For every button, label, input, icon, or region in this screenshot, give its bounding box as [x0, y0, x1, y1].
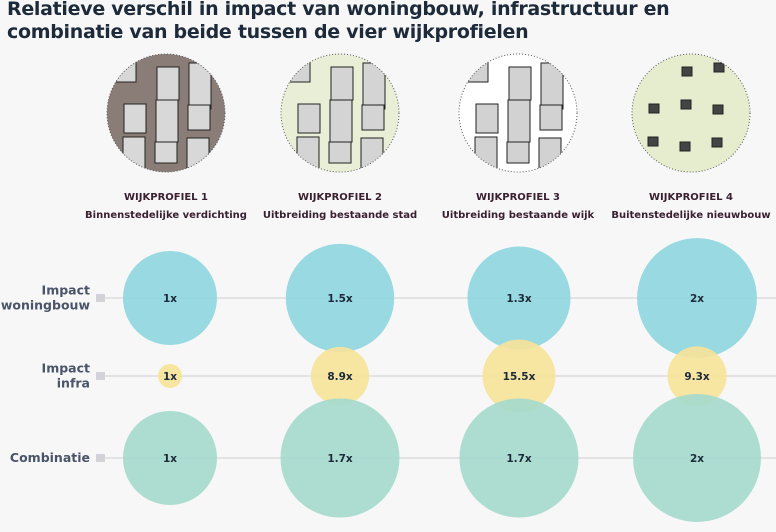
bubble-value-label: 1x [163, 293, 177, 305]
bubble-impact-woningbouw [285, 243, 395, 353]
illustration-border [458, 53, 578, 173]
profile-subtitle: Uitbreiding bestaande stad [263, 210, 417, 221]
bubble-value-label: 8.9x [327, 371, 353, 383]
bubble-value-label: 1.3x [506, 293, 532, 305]
bubble-value-label: 9.3x [684, 371, 710, 383]
row-marker [96, 372, 105, 380]
illustration-border [106, 53, 226, 173]
bubble-impact-woningbouw [123, 251, 217, 345]
profile-title: WIJKPROFIEL 2 [298, 192, 382, 203]
building-icon [123, 103, 147, 134]
bubble-impact-infra [158, 364, 182, 388]
building-icon [154, 141, 178, 164]
building-icon [297, 103, 321, 134]
profile-subtitle: Binnenstedelijke verdichting [85, 210, 247, 221]
building-icon [362, 62, 386, 110]
building-icon [712, 104, 724, 115]
row-label: Impact [42, 361, 90, 376]
chart-title: Relatieve verschil in impact van woningb… [7, 0, 670, 43]
building-icon [187, 104, 211, 131]
building-icon [329, 99, 353, 143]
building-icon [296, 136, 320, 172]
bubble-value-label: 2x [690, 453, 704, 465]
profile-subtitle: Buitenstedelijke nieuwbouw [611, 210, 770, 221]
row-label: Impact [42, 283, 90, 298]
profile-subtitle: Uitbreiding bestaande wijk [442, 210, 595, 221]
bubble-impact-woningbouw [467, 246, 571, 350]
building-icon [287, 61, 311, 83]
building-icon [711, 137, 723, 148]
neighbourhood-illustration-4: WIJKPROFIEL 4 Buitenstedelijke nieuwbouw [611, 53, 771, 221]
building-icon [122, 136, 146, 172]
building-icon [638, 61, 650, 72]
row-label: infra [57, 376, 90, 391]
building-icon [508, 66, 532, 101]
building-icon [113, 61, 137, 83]
building-icon [465, 61, 489, 83]
bubble-value-label: 1.5x [327, 293, 353, 305]
bubble-combinatie [123, 411, 217, 505]
building-icon [648, 103, 660, 114]
bubble-combinatie [280, 398, 400, 518]
building-icon [539, 104, 563, 131]
building-icon [538, 137, 562, 172]
building-icon [681, 66, 693, 77]
neighbourhood-illustration-3: WIJKPROFIEL 3 Uitbreiding bestaande wijk [442, 53, 595, 221]
building-icon [647, 136, 659, 147]
building-icon [155, 99, 179, 143]
profile-title: WIJKPROFIEL 4 [649, 192, 733, 203]
building-icon [328, 141, 352, 164]
building-icon [186, 137, 210, 172]
building-icon [361, 104, 385, 131]
illustration-border [631, 53, 751, 173]
bubble-value-label: 1x [163, 371, 177, 383]
row-label: Combinatie [10, 450, 90, 465]
bubble-value-label: 15.5x [503, 371, 536, 383]
neighbourhood-illustration-1: WIJKPROFIEL 1 Binnenstedelijke verdichtin… [85, 53, 247, 221]
building-icon [506, 141, 530, 164]
profile-title: WIJKPROFIEL 3 [476, 192, 560, 203]
row-marker [96, 294, 105, 302]
building-icon [188, 62, 212, 110]
building-icon [330, 66, 354, 101]
row-marker [96, 454, 105, 462]
bubble-impact-infra [310, 346, 370, 406]
bubble-impact-woningbouw [637, 238, 757, 358]
building-icon [360, 137, 384, 172]
bubble-impact-infra [482, 339, 556, 413]
building-icon [679, 141, 691, 152]
building-icon [507, 99, 531, 143]
building-icon [156, 66, 180, 101]
row-label: woningbouw [1, 298, 91, 313]
bubble-value-label: 1.7x [506, 453, 532, 465]
building-icon [540, 62, 564, 110]
neighbourhood-illustration-2: WIJKPROFIEL 2 Uitbreiding bestaande stad [263, 53, 417, 221]
building-icon [475, 103, 499, 134]
building-icon [680, 99, 692, 110]
illustration-border [280, 53, 400, 173]
profile-title: WIJKPROFIEL 1 [124, 192, 208, 203]
bubble-combinatie [633, 394, 761, 522]
bubble-impact-infra [667, 346, 727, 406]
bubble-value-label: 1x [163, 453, 177, 465]
building-icon [713, 62, 725, 73]
bubble-combinatie [459, 398, 579, 518]
building-icon [474, 136, 498, 172]
bubble-value-label: 2x [690, 293, 704, 305]
bubble-value-label: 1.7x [327, 453, 353, 465]
